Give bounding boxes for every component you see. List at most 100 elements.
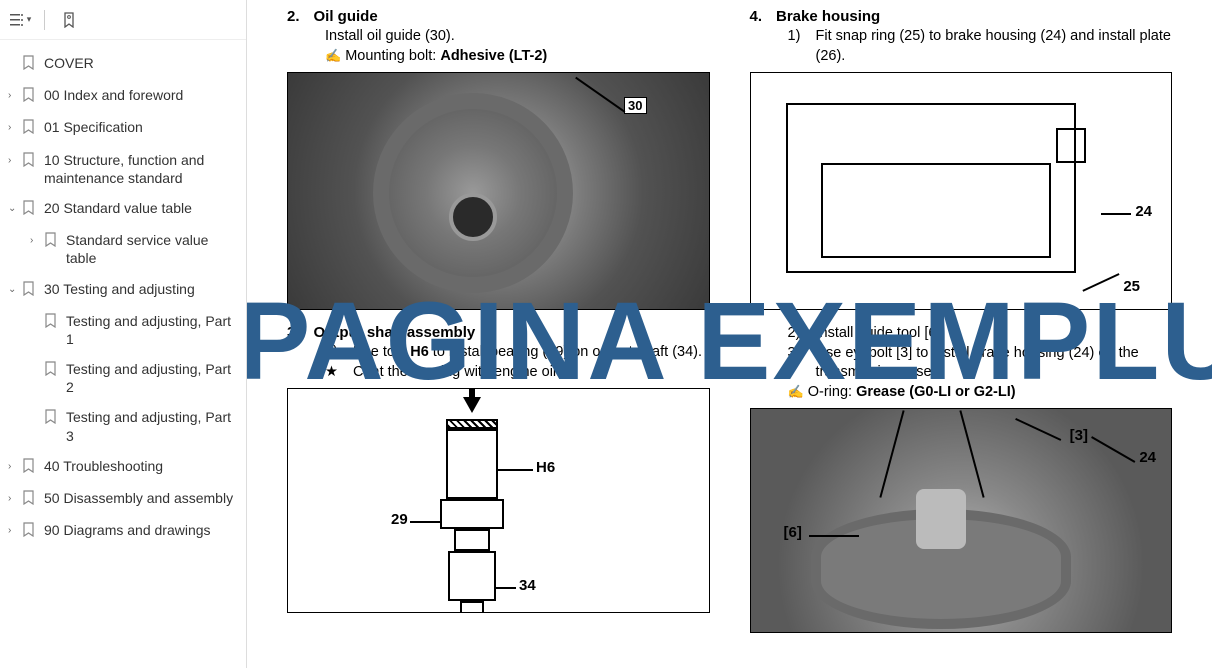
substep-number: 3) [788,344,808,383]
callout-29: 29 [388,511,411,528]
star-icon: ★ [325,363,345,383]
outline-item-label: Testing and adjusting, Part 3 [66,408,238,444]
outline-item[interactable]: › Standard service value table [0,225,246,273]
outline-item-label: 01 Specification [44,118,238,136]
section-3-heading: 3. Output shaft assembly [287,324,710,341]
callout-34: 34 [516,577,539,594]
section-4b-body: 2) Install guide tool [6]. 3) Use eyebol… [788,324,1173,402]
outline-item-label: Standard service value table [66,231,238,267]
outline-item[interactable]: Testing and adjusting, Part 2 [0,354,246,402]
bookmark-icon [22,458,38,477]
toolbar-separator [44,10,45,30]
chevron-icon[interactable]: › [8,460,22,473]
bookmark-icon [44,361,60,380]
outline-item[interactable]: › 10 Structure, function and maintenance … [0,145,246,193]
bookmark-icon [22,152,38,171]
outline-item-label: 90 Diagrams and drawings [44,521,238,539]
figure-output-shaft-diagram: H6 29 34 [287,388,710,613]
bookmark-icon [22,87,38,106]
chevron-icon[interactable]: › [30,234,44,247]
bookmark-icon [44,232,60,251]
chevron-icon[interactable]: › [8,89,22,102]
callout-h6: H6 [533,459,558,476]
section-4-body: 1) Fit snap ring (25) to brake housing (… [788,27,1173,66]
section-2-heading: 2. Oil guide [287,8,710,25]
section-number: 4. [750,8,763,25]
instruction-text: Install oil guide (30). [325,27,710,47]
grease-spec: Grease (G0-LI or G2-LI) [856,384,1016,400]
instruction-text: Use tool H6 to install bearing (29) on o… [353,343,702,363]
outline-options-button[interactable]: ▾ [8,8,32,32]
callout-bracket-3: [3] [1067,427,1091,444]
section-title: Output shaft assembly [314,324,476,341]
bookmark-icon [22,490,38,509]
note-icon: ✍ [325,48,341,63]
oring-line: ✍ O-ring: Grease (G0-LI or G2-LI) [788,383,1173,403]
note-icon: ✍ [788,384,804,399]
outline-item[interactable]: › 90 Diagrams and drawings [0,515,246,547]
label-text: O-ring: [808,384,856,400]
bookmark-icon [44,313,60,332]
right-column: 4. Brake housing 1) Fit snap ring (25) t… [750,8,1173,647]
figure-brake-housing-photo: [3] 24 [6] [750,408,1173,633]
substep-number: 1) [788,27,808,66]
outline-item[interactable]: › 00 Index and foreword [0,80,246,112]
outline-sidebar: ▾ COVER › 00 Index and foreword › 01 Specifi… [0,0,247,668]
section-2-body: Install oil guide (30). ✍ Mounting bolt:… [325,27,710,66]
outline-item-label: 30 Testing and adjusting [44,280,238,298]
bookmark-icon [22,200,38,219]
figure-oil-guide-photo: 30 [287,72,710,310]
chevron-icon[interactable]: ⌄ [8,202,22,215]
chevron-icon[interactable]: › [8,524,22,537]
outline-item-label: COVER [44,54,238,72]
outline-tree: COVER › 00 Index and foreword › 01 Specifica… [0,40,246,555]
section-number: 3. [287,324,300,341]
callout-25: 25 [1120,278,1143,295]
callout-24: 24 [1136,449,1159,466]
chevron-icon[interactable]: › [8,492,22,505]
chevron-icon[interactable]: › [8,121,22,134]
bookmark-icon [44,409,60,428]
chevron-icon[interactable]: ⌄ [8,283,22,296]
callout-bracket-6: [6] [781,524,805,541]
outline-item[interactable]: › 01 Specification [0,112,246,144]
bookmark-icon [22,119,38,138]
section-number: 2. [287,8,300,25]
instruction-text: Coat the bearing with engine oil. [353,363,560,383]
outline-item[interactable]: › 50 Disassembly and assembly [0,483,246,515]
callout-24: 24 [1132,203,1155,220]
bookmark-ribbon-button[interactable] [57,8,81,32]
outline-item[interactable]: ⌄ 30 Testing and adjusting [0,274,246,306]
sidebar-toolbar: ▾ [0,0,246,40]
instruction-text: Fit snap ring (25) to brake housing (24)… [816,27,1173,66]
bookmark-icon [22,281,38,300]
section-title: Oil guide [314,8,378,25]
outline-item-label: 10 Structure, function and maintenance s… [44,151,238,187]
outline-item-label: 00 Index and foreword [44,86,238,104]
outline-item[interactable]: COVER [0,48,246,80]
outline-item[interactable]: › 40 Troubleshooting [0,451,246,483]
callout-30: 30 [624,97,646,114]
outline-item-label: 20 Standard value table [44,199,238,217]
section-4-heading: 4. Brake housing [750,8,1173,25]
document-page: 2. Oil guide Install oil guide (30). ✍ M… [247,0,1212,668]
substep-number: 1) [325,343,345,363]
left-column: 2. Oil guide Install oil guide (30). ✍ M… [287,8,710,647]
section-3-body: 1) Use tool H6 to install bearing (29) o… [325,343,710,382]
outline-item-label: 50 Disassembly and assembly [44,489,238,507]
outline-item-label: Testing and adjusting, Part 1 [66,312,238,348]
chevron-icon[interactable]: › [8,154,22,167]
outline-item[interactable]: Testing and adjusting, Part 3 [0,402,246,450]
chevron-down-icon: ▾ [27,14,32,25]
instruction-text: Install guide tool [6]. [816,324,945,344]
substep-number: 2) [788,324,808,344]
outline-item[interactable]: Testing and adjusting, Part 1 [0,306,246,354]
figure-brake-housing-diagram: 24 25 [750,72,1173,310]
outline-item-label: 40 Troubleshooting [44,457,238,475]
outline-item[interactable]: ⌄ 20 Standard value table [0,193,246,225]
mounting-bolt-line: ✍ Mounting bolt: Adhesive (LT-2) [325,47,710,67]
instruction-text: Use eyebolt [3] to install brake housing… [816,344,1173,383]
adhesive-spec: Adhesive (LT-2) [440,48,547,64]
bookmark-icon [22,55,38,74]
bookmark-icon [22,522,38,541]
